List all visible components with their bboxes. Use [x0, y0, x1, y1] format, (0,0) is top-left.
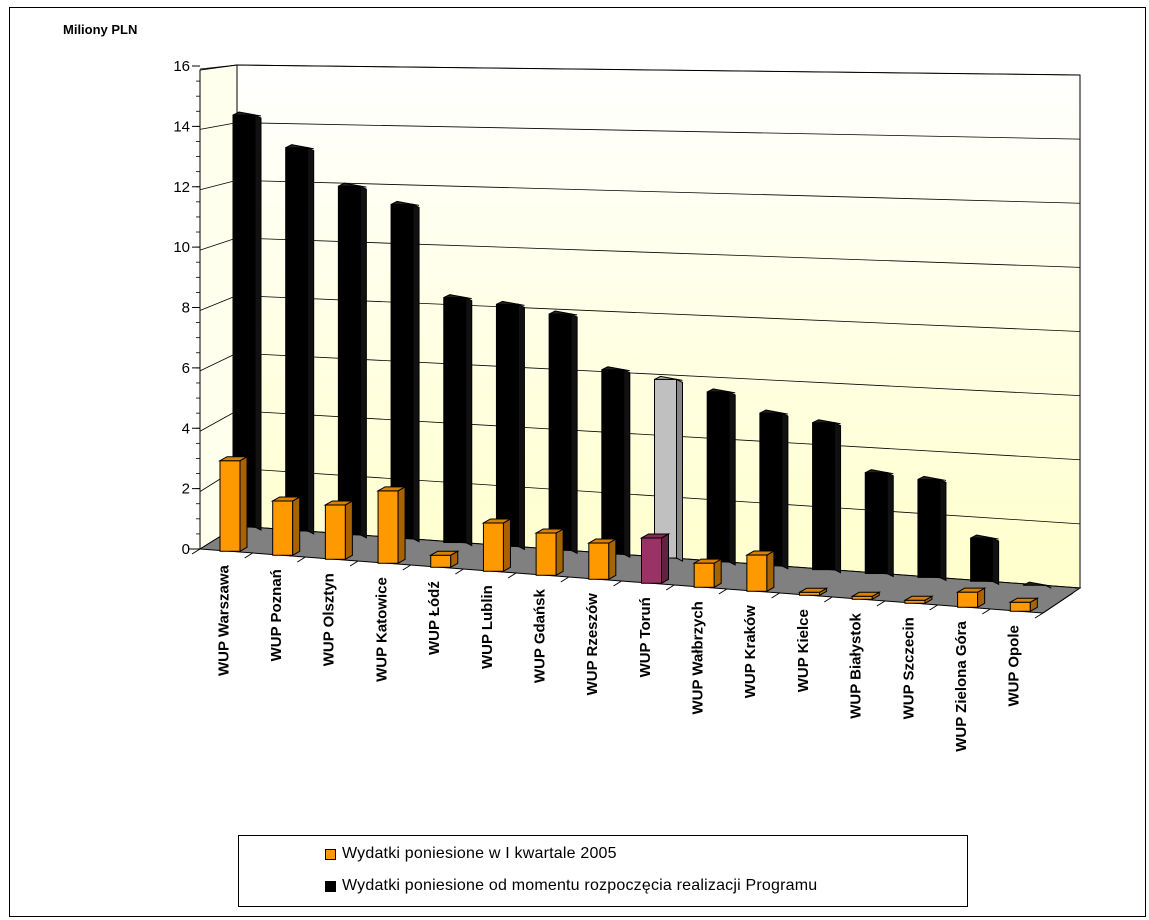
- y-tick-label: 10: [173, 239, 190, 256]
- x-tick-label: WUP Katowice: [373, 577, 390, 682]
- x-tick-label: WUP Warszawa: [215, 565, 232, 677]
- bar-quarter: [955, 587, 987, 609]
- x-tick: [718, 588, 728, 595]
- gridline-side: [199, 410, 238, 432]
- gridline: [236, 352, 1081, 397]
- bar-quarter: [639, 533, 671, 585]
- y-tick-label: 0: [182, 541, 190, 558]
- gridline-side: [199, 237, 238, 251]
- legend-swatch-orange: [325, 848, 336, 860]
- legend-swatch-black: [325, 880, 336, 892]
- gridline: [236, 179, 1081, 204]
- bar-total: [390, 200, 420, 543]
- x-tick-label: WUP Wałbrzych: [690, 601, 707, 714]
- x-tick: [455, 568, 464, 575]
- x-tick-label: WUP Zielona Góra: [953, 620, 970, 751]
- bar-total: [917, 475, 947, 582]
- bar-total: [337, 182, 367, 539]
- bar-quarter: [428, 550, 460, 569]
- y-tick-label: 8: [182, 300, 190, 317]
- bar-total: [232, 111, 262, 531]
- gridline: [236, 295, 1081, 332]
- bar-total: [970, 534, 1000, 586]
- x-tick: [1034, 612, 1044, 619]
- bar-quarter: [270, 496, 302, 557]
- bar-total: [495, 300, 525, 551]
- x-tick: [982, 608, 991, 615]
- bar-total: [1022, 581, 1052, 589]
- x-tick-label: WUP Białystok: [848, 613, 865, 719]
- x-tick: [929, 604, 938, 611]
- y-tick-label: 14: [173, 118, 190, 135]
- x-tick: [191, 548, 201, 555]
- gridline: [236, 64, 1081, 76]
- gridline-side: [199, 295, 238, 311]
- x-tick: [402, 564, 412, 571]
- y-tick-label: 2: [182, 481, 190, 498]
- bar-total: [601, 366, 631, 558]
- chart-frame: [9, 7, 1146, 917]
- bar-quarter: [744, 550, 776, 593]
- x-tick-label: WUP Opole: [1006, 625, 1023, 706]
- bar-quarter: [692, 558, 724, 589]
- bar-quarter: [376, 485, 407, 565]
- bar-total: [548, 310, 578, 555]
- legend: Wydatki poniesione w I kwartale 2005 Wyd…: [238, 835, 968, 907]
- gridline: [236, 122, 1081, 140]
- bar-quarter: [586, 538, 618, 581]
- y-tick-label: 12: [173, 179, 190, 196]
- bar-total: [864, 469, 894, 578]
- bar-total: [706, 388, 736, 566]
- x-tick: [665, 584, 675, 591]
- bar-total: [285, 144, 315, 535]
- legend-item-total: Wydatki poniesione od momentu rozpoczęci…: [325, 875, 817, 897]
- x-tick-label: WUP Poznań: [268, 569, 285, 661]
- bar-quarter: [1008, 597, 1040, 613]
- x-tick-label: WUP Rzeszów: [584, 593, 601, 696]
- x-tick: [349, 560, 359, 567]
- x-tick: [613, 580, 622, 587]
- y-tick-label: 6: [182, 360, 190, 377]
- x-tick-label: WUP Gdańsk: [531, 589, 548, 684]
- x-tick: [560, 576, 570, 583]
- x-tick: [244, 552, 253, 559]
- x-tick-label: WUP Olsztyn: [321, 573, 338, 666]
- x-tick: [771, 592, 780, 599]
- gridline-side: [199, 352, 238, 372]
- x-tick-label: WUP Lublin: [479, 585, 496, 669]
- bar-total: [443, 294, 473, 547]
- gridline-side: [199, 64, 238, 70]
- x-tick: [297, 556, 306, 563]
- x-tick-label: WUP Kraków: [742, 605, 759, 698]
- x-tick-label: WUP Kielce: [795, 609, 812, 692]
- bar-total: [812, 419, 842, 574]
- legend-item-quarter: Wydatki poniesione w I kwartale 2005: [325, 843, 617, 865]
- legend-label-total: Wydatki poniesione od momentu rozpoczęci…: [342, 877, 818, 894]
- bar-quarter: [903, 595, 934, 605]
- bar-quarter: [218, 455, 249, 553]
- y-tick-label: 16: [173, 58, 190, 75]
- bar-total: [759, 409, 789, 570]
- bar-quarter: [797, 587, 829, 597]
- bar-quarter: [850, 591, 882, 601]
- x-tick: [876, 600, 886, 607]
- y-axis-label: Miliony PLN: [63, 22, 137, 37]
- x-tick-label: WUP Łódź: [426, 581, 443, 655]
- bar-quarter: [534, 528, 566, 577]
- bar-total: [654, 375, 683, 562]
- gridline: [236, 237, 1081, 268]
- legend-label-quarter: Wydatki poniesione w I kwartale 2005: [342, 845, 617, 862]
- x-tick: [823, 596, 833, 603]
- x-tick: [507, 572, 517, 579]
- gridline-side: [199, 122, 238, 130]
- x-tick-label: WUP Toruń: [637, 597, 654, 677]
- gridline-side: [199, 179, 238, 191]
- bar-quarter: [481, 518, 513, 573]
- bar-quarter: [323, 500, 355, 561]
- y-tick-label: 4: [182, 420, 190, 437]
- x-tick-label: WUP Szczecin: [900, 617, 917, 719]
